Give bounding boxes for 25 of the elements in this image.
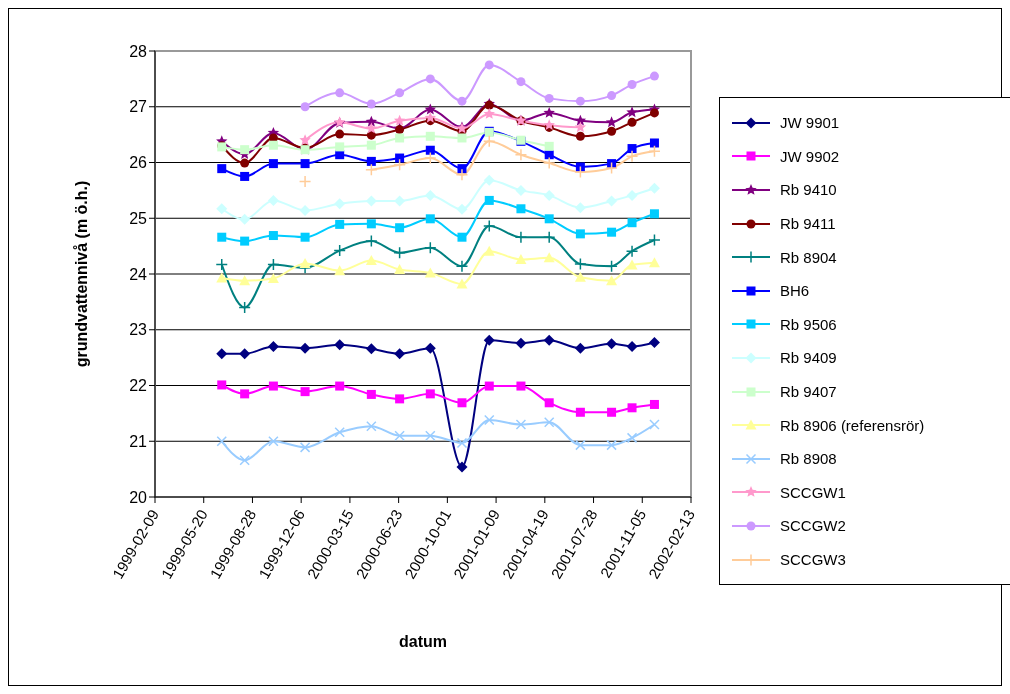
legend-label: SCCGW3 (780, 551, 846, 569)
legend-label: Rb 8904 (780, 248, 837, 266)
y-tick-label: 22 (129, 377, 148, 395)
y-tick-label: 20 (129, 488, 148, 506)
legend-label: Rb 9407 (780, 383, 837, 401)
legend-label: JW 9902 (780, 147, 840, 165)
y-tick-label: 21 (129, 432, 148, 450)
legend-label: Rb 9410 (780, 181, 837, 199)
y-tick-label: 27 (129, 98, 148, 116)
y-tick-label: 24 (129, 265, 148, 283)
y-tick-label: 28 (129, 42, 148, 60)
legend-label: BH6 (780, 282, 810, 300)
legend-label: Rb 8908 (780, 450, 837, 468)
x-axis-title: datum (399, 633, 447, 650)
y-tick-label: 26 (129, 154, 148, 172)
y-tick-label: 23 (129, 321, 148, 339)
legend-label: Rb 9411 (780, 215, 836, 233)
legend-label: Rb 8906 (referensrör) (780, 416, 925, 434)
legend-label: JW 9901 (780, 114, 840, 132)
legend-label: SCCGW1 (780, 483, 846, 501)
legend-label: Rb 9409 (780, 349, 837, 367)
y-tick-label: 25 (129, 209, 148, 227)
legend-label: Rb 9506 (780, 315, 837, 333)
y-axis-title: grundvattennivå (m ö.h.) (72, 180, 90, 368)
legend-label: SCCGW2 (780, 517, 846, 535)
